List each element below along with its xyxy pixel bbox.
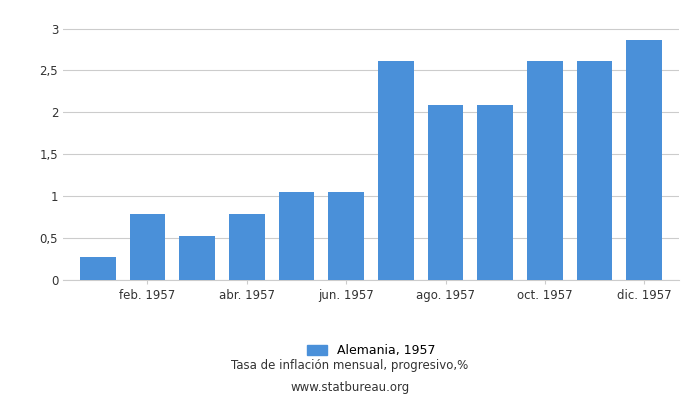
Bar [130,214,165,280]
Bar [626,40,662,280]
Bar [80,256,116,280]
Bar [527,61,563,280]
Legend: Alemania, 1957: Alemania, 1957 [302,339,440,362]
Bar [328,192,364,280]
Text: www.statbureau.org: www.statbureau.org [290,382,410,394]
Bar [477,105,513,280]
Bar [279,192,314,280]
Bar [428,105,463,280]
Bar [378,61,414,280]
Bar [229,214,265,280]
Bar [577,61,612,280]
Bar [179,236,215,280]
Text: Tasa de inflación mensual, progresivo,%: Tasa de inflación mensual, progresivo,% [232,360,468,372]
